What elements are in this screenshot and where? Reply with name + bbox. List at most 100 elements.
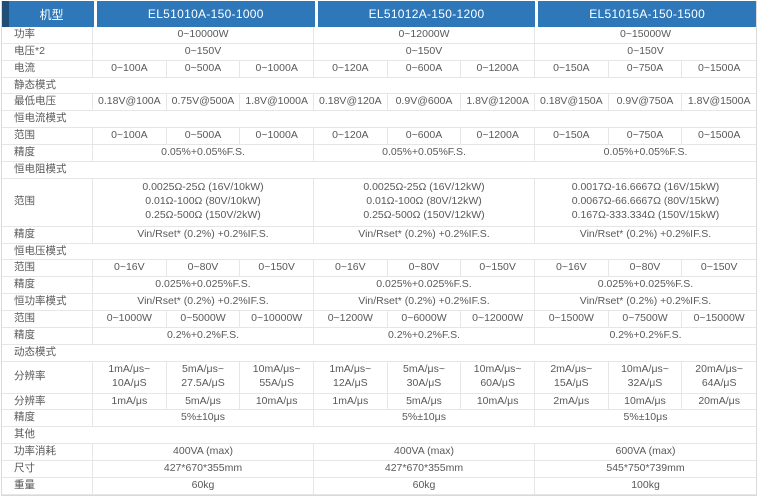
section-other: 其他 [2,427,756,445]
row-cr-range: 范围 0.0025Ω-25Ω (16V/10kW) 0.01Ω-100Ω (80… [2,178,756,227]
row-label: 精度 [2,277,93,295]
spec-cell: 0~80V [166,260,241,278]
row-label: 精度 [2,226,93,244]
spec-cell: 0~1000A [240,60,314,78]
spec-cell: 0.18V@150A [534,94,609,112]
section-label: 恒电阻模式 [2,162,756,179]
spec-cell: 10mA/μs [461,393,535,411]
spec-cell: 0~500A [166,60,241,78]
spec-cell: 0~16V [534,260,609,278]
spec-cell: 0~10000W [240,311,314,328]
spec-cell: Vin/Rset* (0.2%) +0.2%IF.S. [535,227,756,244]
row-label: 精度 [2,327,93,345]
spec-cell: 0~80V [387,260,462,278]
row-cp-mode: 恒功率模式 Vin/Rset* (0.2%) +0.2%IF.S. Vin/Rs… [2,294,756,312]
spec-cell: 0~12000W [461,311,535,328]
table-header: 机型 EL51010A-150-1000 EL51012A-150-1200 E… [2,1,757,27]
spec-cell: 10mA/μs~ 55A/μS [240,361,314,394]
spec-cell: 0~120A [313,128,388,146]
spec-cell: 400VA (max) [93,444,314,462]
spec-cell: 0.0017Ω-16.6667Ω (16V/15kW) 0.0067Ω-66.6… [535,179,756,227]
section-label: 动态模式 [2,345,756,362]
spec-cell: 0.9V@600A [387,94,462,112]
section-label: 恒电压模式 [2,244,756,261]
row-current: 电流 0~100A 0~500A 0~1000A 0~120A 0~600A 0… [2,60,756,78]
spec-cell: 0~150V [682,260,756,278]
spec-cell: 0.0025Ω-25Ω (16V/10kW) 0.01Ω-100Ω (80V/1… [93,178,314,227]
row-label: 范围 [2,178,93,227]
row-label: 精度 [2,410,93,428]
spec-cell: 0.2%+0.2%F.S. [314,327,535,345]
spec-cell: 100kg [535,478,756,495]
section-label: 恒电流模式 [2,111,756,129]
spec-cell: 0~1200W [313,311,388,328]
section-label: 静态模式 [2,78,756,95]
spec-cell: 0~1200A [461,60,535,78]
spec-cell: 0~12000W [314,27,535,44]
spec-cell: 0~1200A [461,128,535,146]
spec-cell: 5%±10μs [93,410,314,428]
model-header-3: EL51015A-150-1500 [538,1,757,27]
spec-cell: 1.8V@1500A [682,94,756,112]
spec-cell: 0~1500W [534,311,609,328]
spec-cell: 0~7500W [608,311,683,328]
spec-cell: 0~150V [461,260,535,278]
spec-cell: 0.025%+0.025%F.S. [93,277,314,295]
spec-cell: 10mA/μs [608,393,683,411]
spec-cell: 0~100A [93,128,167,146]
row-resolution: 分辨率 1mA/μs 5mA/μs 10mA/μs 1mA/μs 5mA/μs … [2,393,756,411]
spec-cell: 400VA (max) [314,444,535,462]
spec-cell: 10mA/μs~ 32A/μS [608,361,683,394]
spec-cell: 5mA/μs~ 30A/μS [387,361,462,394]
row-dyn-accuracy: 精度 5%±10μs 5%±10μs 5%±10μs [2,410,756,428]
row-label: 恒功率模式 [2,294,93,312]
section-cr-mode: 恒电阻模式 [2,162,756,179]
row-power: 功率 0~10000W 0~12000W 0~15000W [2,27,756,44]
row-label: 范围 [2,260,93,278]
spec-cell: 60kg [314,477,535,495]
spec-cell: 2mA/μs~ 15A/μS [534,361,609,394]
row-label: 电流 [2,60,93,78]
spec-cell: 0.9V@750A [608,94,683,112]
row-label: 重量 [2,477,93,495]
spec-cell: 0.0025Ω-25Ω (16V/12kW) 0.01Ω-100Ω (80V/1… [314,178,535,227]
model-row-label: 机型 [9,1,94,27]
row-cc-range: 范围 0~100A 0~500A 0~1000A 0~120A 0~600A 0… [2,128,756,146]
row-min-voltage: 最低电压 0.18V@100A 0.75V@500A 1.8V@1000A 0.… [2,94,756,112]
row-label: 分辨率 [2,393,93,411]
spec-cell: Vin/Rset* (0.2%) +0.2%IF.S. [93,294,314,312]
spec-cell: 600VA (max) [535,444,756,462]
spec-cell: 5mA/μs~ 27.5A/μS [166,361,241,394]
row-label: 尺寸 [2,461,93,478]
spec-cell: 427*670*355mm [93,461,314,478]
model-header-2: EL51012A-150-1200 [317,1,536,27]
spec-cell: 0.18V@120A [313,94,388,112]
spec-cell: 0.05%+0.05%F.S. [93,145,314,162]
spec-cell: 10mA/μs~ 60A/μS [461,361,535,394]
row-slew-rate: 分辨率 1mA/μs~ 10A/μS 5mA/μs~ 27.5A/μS 10mA… [2,361,756,394]
row-label: 范围 [2,128,93,146]
spec-cell: 0~1500A [682,61,756,78]
spec-cell: Vin/Rset* (0.2%) +0.2%IF.S. [314,226,535,244]
spec-cell: 0~120A [313,60,388,78]
spec-cell: 1.8V@1000A [240,94,314,112]
row-label: 功率 [2,27,93,44]
section-static-mode: 静态模式 [2,78,756,95]
row-label: 电压*2 [2,43,93,61]
row-label: 功率消耗 [2,444,93,462]
spec-cell: 1mA/μs~ 12A/μS [313,361,388,394]
row-cr-accuracy: 精度 Vin/Rset* (0.2%) +0.2%IF.S. Vin/Rset*… [2,226,756,244]
model-header-1: EL51010A-150-1000 [97,1,315,27]
spec-cell: 0.05%+0.05%F.S. [535,145,756,162]
spec-cell: 0~750A [608,60,683,78]
row-cc-accuracy: 精度 0.05%+0.05%F.S. 0.05%+0.05%F.S. 0.05%… [2,145,756,162]
spec-cell: 5%±10μs [314,410,535,428]
row-label: 精度 [2,145,93,162]
row-cv-range: 范围 0~16V 0~80V 0~150V 0~16V 0~80V 0~150V… [2,260,756,278]
spec-cell: 0~150A [534,60,609,78]
header-accent-bar [2,1,9,27]
spec-cell: 0~150V [240,260,314,278]
spec-cell: 10mA/μs [240,393,314,411]
spec-cell: 0~600A [387,60,462,78]
